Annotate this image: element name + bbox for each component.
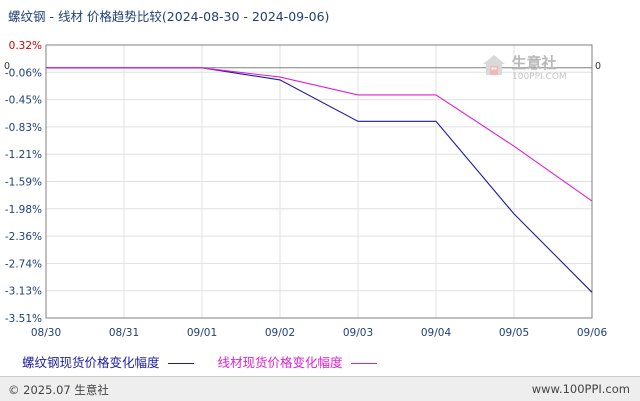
legend-swatch-rebar (167, 363, 194, 364)
zero-marker-left: 0 (4, 61, 10, 72)
y-tick-label: -0.06% (5, 67, 42, 79)
y-tick-label: -3.13% (5, 286, 42, 298)
legend-label-rebar: 螺纹钢现货价格变化幅度 (22, 355, 160, 370)
x-tick-label: 09/05 (499, 327, 529, 339)
y-tick-label: -1.98% (5, 204, 42, 216)
y-tick-label: -2.74% (5, 258, 42, 270)
legend-item-wire-rod: 线材现货价格变化幅度 (218, 352, 383, 371)
series-line-rebar (46, 67, 593, 293)
y-tick-label: -0.45% (5, 95, 42, 107)
x-tick-label: 09/04 (421, 327, 452, 339)
watermark-name: 生意社 (511, 54, 557, 72)
series-layer (46, 67, 593, 293)
y-tick-label: -1.59% (5, 177, 42, 189)
y-tick-label: -0.83% (5, 122, 42, 134)
house-logo-icon (483, 55, 505, 75)
grid-layer (46, 45, 592, 318)
legend-item-rebar: 螺纹钢现货价格变化幅度 (22, 352, 200, 371)
zero-marker-right: 0 (595, 61, 601, 72)
footer: © 2025.07 生意社 www.100PPI.com (0, 376, 640, 401)
chart-title: 螺纹钢 - 线材 价格趋势比较(2024-08-30 - 2024-09-06) (8, 9, 330, 24)
legend-swatch-wire-rod (350, 363, 377, 364)
label-layer: 0.32% -0.06% -0.45% -0.83% -1.21% -1.59% -1.98… (4, 40, 607, 339)
y-tick-label: -2.36% (5, 231, 42, 243)
y-tick-label: 0.32% (9, 40, 42, 52)
series-line-wire-rod (46, 67, 593, 202)
y-tick-label: -3.51% (5, 313, 42, 325)
x-tick-label: 09/01 (187, 327, 217, 339)
x-tick-label: 08/31 (109, 327, 139, 339)
x-tick-label: 09/06 (577, 327, 608, 339)
x-tick-label: 09/03 (343, 327, 373, 339)
footer-copyright: © 2025.07 生意社 (8, 383, 109, 397)
legend: 螺纹钢现货价格变化幅度 线材现货价格变化幅度 (22, 352, 397, 371)
x-tick-label: 09/02 (265, 327, 295, 339)
watermark-url: 100PPI.COM (512, 72, 567, 82)
plot-frame (45, 44, 593, 319)
watermark-logo: 生意社 100PPI.COM (482, 52, 567, 82)
legend-label-wire-rod: 线材现货价格变化幅度 (217, 355, 343, 370)
footer-site-link[interactable]: www.100PPI.com (531, 382, 630, 396)
y-tick-label: -1.21% (5, 149, 42, 161)
x-tick-label: 08/30 (31, 327, 61, 339)
